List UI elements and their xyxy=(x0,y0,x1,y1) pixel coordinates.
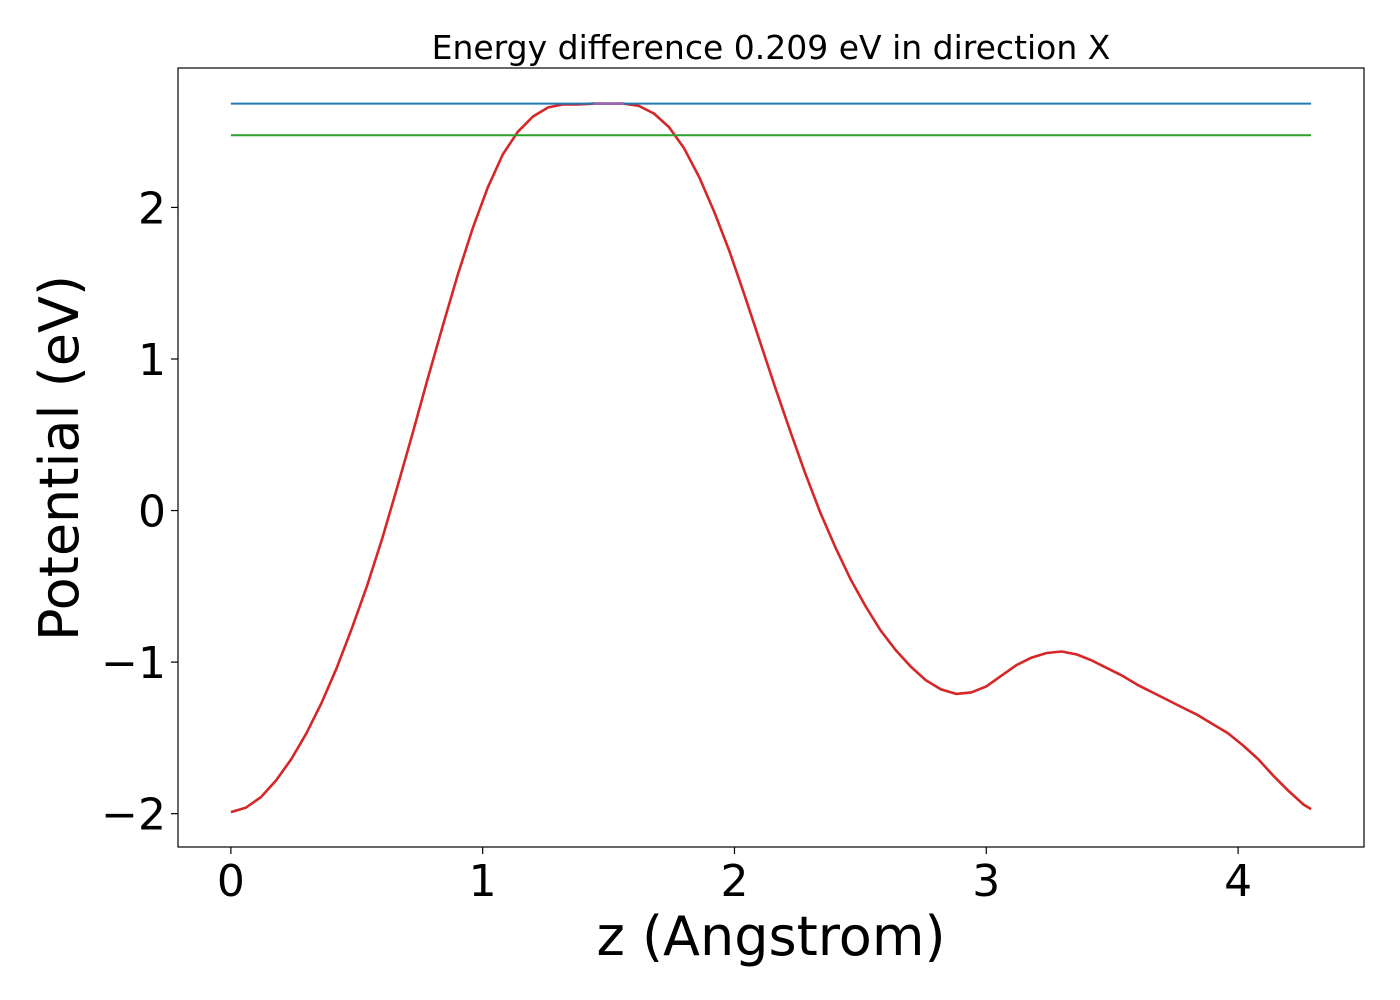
y-axis-label: Potential (eV) xyxy=(28,275,91,641)
plot-frame xyxy=(177,67,1365,848)
x-axis-label: z (Angstrom) xyxy=(596,905,945,968)
y-tick-label: 1 xyxy=(138,335,166,386)
chart-title: Energy difference 0.209 eV in direction … xyxy=(432,28,1111,67)
x-axis: 0 1 2 3 4 xyxy=(217,847,1252,907)
x-tick-label: 0 xyxy=(217,856,245,907)
series-layer xyxy=(230,102,1312,814)
y-tick-label: 2 xyxy=(138,183,166,234)
x-tick-label: 4 xyxy=(1224,856,1252,907)
y-tick-label: 0 xyxy=(138,487,166,538)
y-axis: −2 −1 0 1 2 xyxy=(101,183,178,841)
series-line-1 xyxy=(230,102,1312,814)
x-tick-label: 1 xyxy=(469,856,497,907)
y-tick-label: −2 xyxy=(101,790,166,841)
x-tick-label: 2 xyxy=(720,856,748,907)
y-tick-label: −1 xyxy=(101,638,166,689)
x-tick-label: 3 xyxy=(972,856,1000,907)
